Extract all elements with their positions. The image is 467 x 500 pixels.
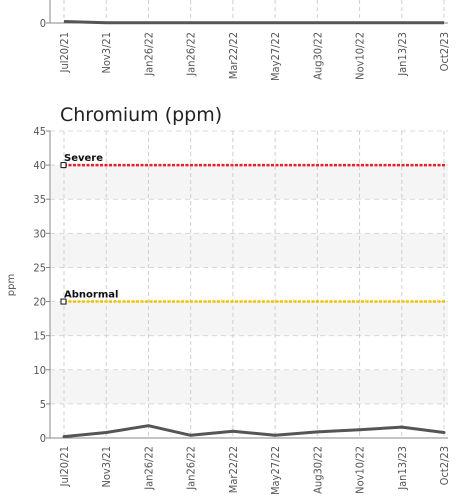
x-tick-label: Jan26/22	[142, 32, 155, 77]
data-point	[442, 431, 446, 435]
x-tick-label: Nov10/22	[354, 446, 367, 494]
data-point	[146, 424, 150, 428]
chromium-chart: 0 5 10 15 20 25 30 35 40 45 ppm Severe Abnormal Jul20…	[6, 125, 451, 495]
y-tick-label: 40	[33, 159, 46, 172]
threshold-marker	[60, 298, 67, 305]
x-tick-label: Mar22/22	[227, 32, 240, 79]
x-tick-label: Oct2/23	[438, 32, 451, 71]
series-line	[63, 20, 444, 25]
data-point	[358, 428, 362, 432]
data-point	[273, 433, 277, 437]
y-tick-label: 20	[33, 296, 46, 309]
grid-band	[51, 301, 448, 336]
data-point	[62, 435, 66, 439]
x-tick-label: Jan13/23	[396, 32, 409, 77]
data-point	[231, 429, 235, 433]
y-axis-label: ppm	[6, 274, 17, 296]
threshold-label: Abnormal	[64, 290, 118, 301]
series-line	[63, 424, 445, 439]
y-tick-label: 25	[33, 261, 46, 274]
threshold-marker	[60, 162, 67, 169]
y-tick-label: 0	[40, 432, 46, 445]
x-tick-label: Jan26/22	[142, 446, 155, 491]
y-tick-label: 0	[40, 17, 46, 30]
x-tick-label: Oct2/23	[438, 446, 451, 485]
x-tick-label: May27/22	[269, 32, 282, 81]
y-tick-label: 5	[40, 398, 46, 411]
data-point	[189, 433, 193, 437]
x-tick-label: Jan13/23	[396, 446, 409, 491]
data-point	[315, 430, 319, 434]
y-tick-label: 10	[33, 364, 46, 377]
y-tick-label: 45	[33, 125, 46, 138]
x-tick-label: Jan26/22	[185, 32, 198, 77]
x-tick-label: Jan26/22	[185, 446, 198, 491]
top-chart: 0 Jul20/21 Nov3/21 Jan26/22 Jan26/22 Mar22/22…	[40, 0, 451, 81]
threshold-label: Severe	[64, 153, 103, 164]
data-point	[104, 431, 108, 435]
chart-title: Chromium (ppm)	[60, 104, 222, 126]
x-tick-label: Jul20/21	[58, 32, 71, 73]
x-tick-label: Jul20/21	[58, 446, 71, 487]
x-tick-label: Aug30/22	[311, 32, 324, 80]
y-tick-label: 35	[33, 193, 46, 206]
y-tick-label: 30	[33, 227, 46, 240]
x-tick-label: Nov10/22	[354, 32, 367, 80]
x-tick-label: Nov3/21	[100, 446, 113, 488]
x-tick-label: Mar22/22	[227, 446, 240, 493]
grid-band	[51, 165, 448, 200]
grid-band	[51, 233, 448, 268]
x-tick-label: Nov3/21	[100, 32, 113, 74]
data-point	[400, 425, 404, 429]
grid-band	[51, 369, 448, 404]
x-tick-label: Aug30/22	[311, 446, 324, 494]
x-tick-label: May27/22	[269, 446, 282, 495]
y-tick-label: 15	[33, 330, 46, 343]
